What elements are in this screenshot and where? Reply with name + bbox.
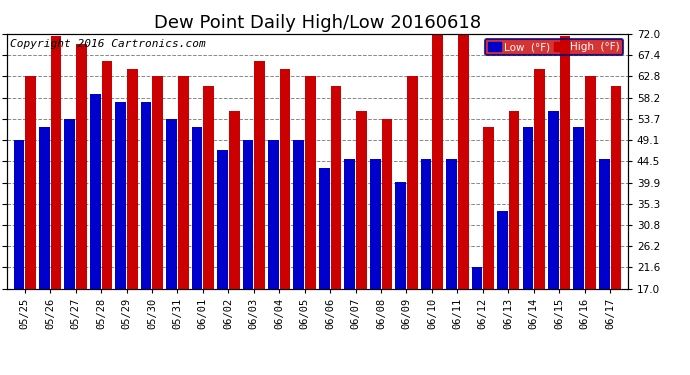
- Bar: [319, 168, 330, 289]
- Bar: [472, 267, 482, 289]
- Bar: [458, 27, 469, 289]
- Bar: [446, 159, 457, 289]
- Bar: [344, 159, 355, 289]
- Bar: [356, 111, 367, 289]
- Legend: Low  (°F), High  (°F): Low (°F), High (°F): [485, 39, 622, 55]
- Bar: [599, 159, 609, 289]
- Bar: [573, 128, 584, 289]
- Bar: [178, 76, 188, 289]
- Bar: [268, 140, 279, 289]
- Bar: [509, 111, 520, 289]
- Bar: [255, 61, 265, 289]
- Bar: [217, 150, 228, 289]
- Bar: [497, 211, 508, 289]
- Bar: [152, 76, 163, 289]
- Bar: [64, 118, 75, 289]
- Bar: [243, 140, 253, 289]
- Bar: [548, 111, 559, 289]
- Bar: [433, 27, 443, 289]
- Bar: [204, 86, 214, 289]
- Bar: [26, 76, 36, 289]
- Bar: [522, 128, 533, 289]
- Bar: [50, 36, 61, 289]
- Bar: [611, 86, 621, 289]
- Bar: [229, 111, 239, 289]
- Bar: [382, 119, 392, 289]
- Bar: [421, 159, 431, 289]
- Bar: [115, 102, 126, 289]
- Bar: [14, 140, 24, 289]
- Bar: [166, 118, 177, 289]
- Bar: [534, 69, 545, 289]
- Bar: [407, 76, 417, 289]
- Bar: [127, 69, 138, 289]
- Title: Dew Point Daily High/Low 20160618: Dew Point Daily High/Low 20160618: [154, 14, 481, 32]
- Bar: [90, 94, 101, 289]
- Bar: [331, 86, 342, 289]
- Bar: [305, 76, 316, 289]
- Bar: [293, 140, 304, 289]
- Bar: [395, 182, 406, 289]
- Bar: [483, 128, 494, 289]
- Bar: [279, 69, 290, 289]
- Bar: [141, 102, 152, 289]
- Bar: [76, 44, 87, 289]
- Bar: [585, 76, 596, 289]
- Bar: [560, 36, 571, 289]
- Bar: [101, 61, 112, 289]
- Bar: [39, 128, 50, 289]
- Bar: [370, 159, 380, 289]
- Text: Copyright 2016 Cartronics.com: Copyright 2016 Cartronics.com: [10, 39, 206, 49]
- Bar: [192, 128, 202, 289]
